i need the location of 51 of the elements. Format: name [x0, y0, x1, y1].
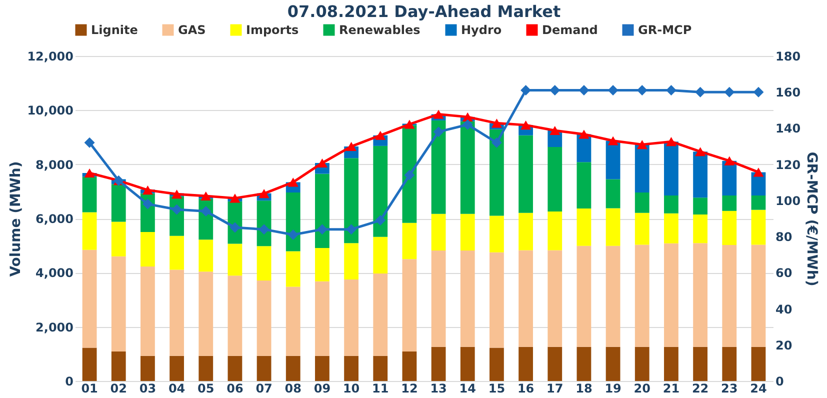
legend-label: GAS	[178, 23, 206, 37]
x-tick-label: 19	[604, 382, 622, 396]
x-tick-label: 24	[750, 382, 767, 396]
x-tick-label: 20	[634, 382, 650, 396]
legend-label: GR-MCP	[638, 23, 692, 37]
chart-title: 07.08.2021 Day-Ahead Market	[287, 2, 561, 21]
legend-label: Renewables	[339, 23, 420, 37]
x-tick-label: 06	[226, 382, 244, 396]
x-tick-label: 03	[139, 382, 156, 396]
x-tick-label: 12	[401, 382, 418, 396]
x-tick-label: 02	[110, 382, 127, 396]
legend-label: Lignite	[91, 23, 138, 37]
x-tick-label: 04	[168, 382, 186, 396]
x-tick-label: 11	[372, 382, 389, 396]
y-tick-label: 10,000	[27, 104, 74, 118]
y2-tick-label: 160	[776, 86, 801, 100]
y-tick-label: 12,000	[27, 50, 74, 64]
legend-label: Imports	[246, 23, 299, 37]
y2-tick-label: 120	[776, 158, 801, 172]
y2-tick-label: 140	[776, 122, 801, 136]
y-tick-label: 8,000	[36, 158, 74, 172]
x-tick-label: 21	[662, 382, 680, 396]
y-axis-title: Volume (MWh)	[8, 161, 24, 277]
x-tick-label: 10	[342, 382, 360, 396]
x-tick-label: 05	[198, 382, 214, 396]
x-tick-label: 01	[81, 382, 98, 396]
y-tick-label: 0	[65, 374, 74, 388]
x-tick-label: 17	[546, 382, 564, 396]
y2-tick-label: 20	[776, 338, 792, 352]
y2-tick-label: 40	[776, 302, 792, 316]
legend-label: Demand	[542, 23, 598, 37]
x-tick-label: 13	[430, 382, 447, 396]
y2-tick-label: 0	[776, 374, 784, 388]
y2-axis-title: GR-MCP (€/MWh)	[804, 152, 820, 286]
y-tick-label: 6,000	[36, 212, 74, 226]
x-tick-label: 16	[517, 382, 534, 396]
legend-label: Hydro	[461, 23, 502, 37]
x-tick-label: 09	[314, 382, 331, 396]
y2-tick-label: 60	[776, 266, 792, 280]
x-tick-label: 18	[576, 382, 592, 396]
x-tick-label: 14	[459, 382, 476, 396]
y2-tick-label: 100	[776, 194, 801, 208]
x-tick-label: 07	[256, 382, 272, 396]
x-tick-label: 22	[692, 382, 709, 396]
x-tick-label: 08	[284, 382, 302, 396]
y2-tick-label: 80	[776, 230, 792, 244]
x-tick-label: 23	[721, 382, 738, 396]
y2-tick-label: 180	[776, 50, 801, 64]
x-tick-label: 15	[488, 382, 506, 396]
y-tick-label: 2,000	[36, 320, 74, 334]
y-tick-label: 4,000	[36, 266, 74, 280]
